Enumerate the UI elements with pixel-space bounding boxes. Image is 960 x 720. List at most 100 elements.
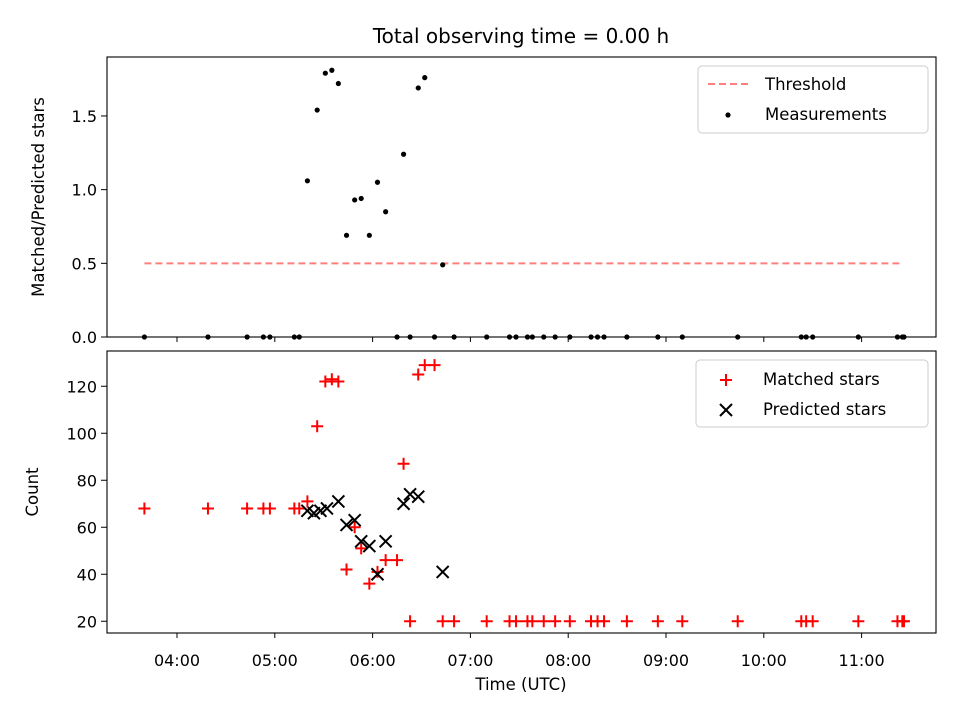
matched-star-point	[241, 502, 254, 515]
measurement-point	[383, 209, 389, 215]
measurement-point	[524, 334, 531, 340]
measurement-point	[529, 334, 535, 340]
matched-star-point	[379, 554, 392, 567]
measurement-point	[679, 334, 685, 340]
count-y-tick-label: 40	[77, 565, 97, 584]
matched-legend-label: Matched stars	[763, 370, 880, 389]
measurement-point	[141, 334, 147, 340]
predicted-star-point	[362, 539, 377, 553]
ratio-panel-frame	[106, 56, 937, 338]
matched-star-point	[598, 615, 611, 628]
measurement-point	[358, 195, 364, 202]
measurement-point	[304, 178, 310, 184]
threshold-legend-label: Threshold	[764, 75, 846, 94]
matched-star-point	[332, 375, 345, 388]
measurement-point	[855, 334, 861, 340]
count-y-tick-label: 80	[77, 471, 97, 490]
matched-star-point	[397, 457, 410, 470]
matched-star-point	[355, 542, 368, 555]
count-legend: Matched stars Predicted stars	[695, 359, 929, 428]
measurement-point	[594, 334, 601, 340]
x-tick-label: 08:00	[545, 651, 591, 670]
measurement-point	[552, 334, 558, 340]
x-tick-label: 05:00	[252, 651, 298, 670]
measurement-point	[440, 262, 446, 268]
measurement-point	[296, 334, 302, 340]
ratio-y-tick-label: 1.0	[72, 181, 97, 200]
measurement-point	[735, 334, 741, 340]
measurement-point	[343, 232, 350, 238]
measurement-point	[366, 232, 372, 238]
measurement-point	[655, 334, 661, 340]
matched-star-point	[676, 615, 689, 628]
x-tick-label: 10:00	[741, 651, 787, 670]
predicted-star-point	[320, 501, 334, 516]
measurement-point	[541, 334, 547, 340]
predicted-star-point	[411, 489, 425, 504]
count-y-tick-label: 60	[77, 518, 97, 537]
measurement-point	[810, 334, 816, 340]
predicted-star-point	[370, 567, 385, 581]
measurement-point	[400, 151, 407, 157]
measurement-point	[431, 334, 438, 340]
measurement-point	[335, 80, 341, 87]
measurement-point	[506, 334, 513, 340]
measurement-point	[894, 334, 901, 340]
predicted-legend-marker	[719, 403, 733, 417]
predicted-star-point	[435, 565, 450, 579]
matched-star-point	[436, 615, 449, 628]
x-tick-label: 09:00	[643, 651, 689, 670]
time-x-axis: 04:00 05:00 06:00 07:00 08:00 09:00 10:00 11:00	[154, 651, 885, 670]
matched-star-point	[549, 615, 562, 628]
matched-star-point	[526, 615, 539, 628]
measurement-point	[484, 334, 490, 340]
x-tick-label: 04:00	[154, 651, 200, 670]
predicted-star-point	[354, 534, 368, 549]
matched-star-point	[348, 521, 361, 534]
predicted-star-point	[339, 518, 354, 532]
measurement-point	[624, 334, 630, 340]
matched-star-point	[563, 615, 576, 628]
measurement-point	[601, 334, 607, 340]
measurement-point	[803, 334, 809, 340]
measurement-point	[322, 70, 328, 76]
predicted-star-point	[378, 534, 393, 549]
matched-star-point	[897, 615, 910, 628]
matched-star-point	[510, 615, 523, 628]
predicted-star-point	[396, 497, 411, 511]
matched-star-point	[480, 615, 493, 628]
ratio-y-axis-label: Matched/Predicted stars	[29, 97, 48, 297]
matched-star-point	[428, 359, 441, 372]
measurement-point	[422, 75, 428, 81]
count-panel: 20 40 60 80 100 120 Count Matched stars Predi…	[23, 350, 937, 638]
count-panel-frame	[106, 350, 937, 634]
measurement-point	[407, 334, 413, 340]
ratio-y-tick-label: 0.5	[72, 254, 97, 273]
matched-star-point	[448, 615, 461, 628]
matched-star-point	[340, 563, 353, 576]
measurement-point	[205, 334, 211, 340]
measurement-point	[567, 334, 573, 340]
measurement-point	[260, 334, 266, 340]
matched-star-point	[412, 368, 425, 381]
count-y-tick-label: 120	[66, 377, 97, 396]
matched-star-point	[319, 375, 332, 388]
measurements-legend-label: Measurements	[765, 105, 887, 124]
x-axis-label: Time (UTC)	[474, 675, 566, 694]
measurement-point	[291, 334, 297, 340]
matched-star-point	[651, 615, 664, 628]
matched-star-point	[301, 495, 314, 508]
matched-star-point	[263, 502, 276, 515]
matched-star-point	[311, 420, 324, 433]
matched-star-point	[806, 615, 819, 628]
ratio-y-tick-label: 1.5	[72, 107, 97, 126]
measurement-point	[314, 107, 320, 113]
ratio-legend: Threshold Measurements	[697, 65, 929, 134]
measurement-point	[244, 334, 250, 340]
measurement-point	[798, 334, 804, 340]
matched-star-point	[201, 502, 214, 515]
measurement-point	[394, 334, 400, 340]
measurement-point	[352, 197, 358, 203]
matched-star-point	[537, 615, 550, 628]
